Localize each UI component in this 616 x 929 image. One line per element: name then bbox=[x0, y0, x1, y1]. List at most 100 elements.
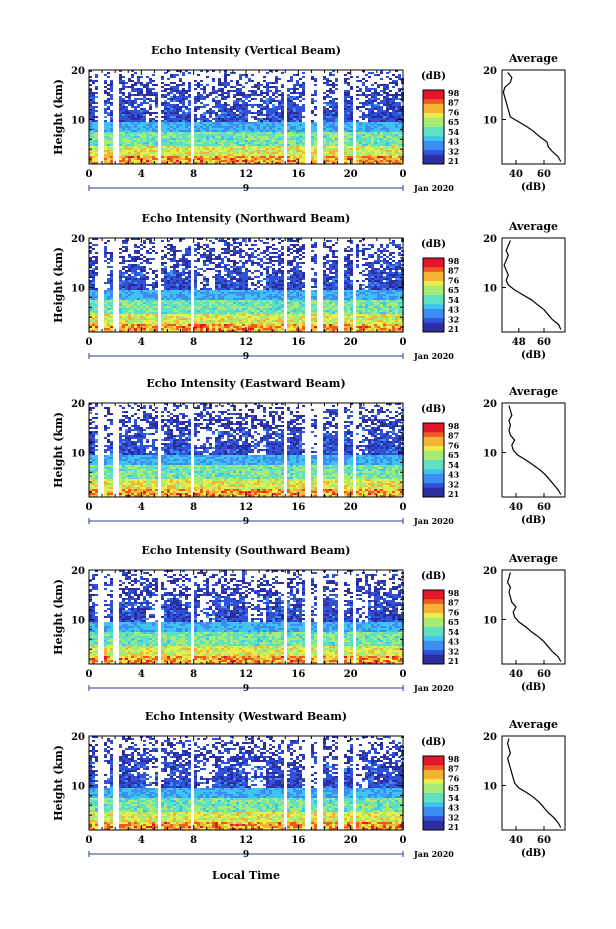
colorbar-swatch bbox=[423, 258, 444, 263]
colorbar-swatch bbox=[423, 277, 444, 282]
colorbar-swatch bbox=[423, 150, 444, 155]
colorbar-swatch bbox=[423, 300, 444, 305]
colorbar-tick-label: 76 bbox=[448, 440, 460, 450]
colorbar-swatch bbox=[423, 295, 444, 300]
x-tick-label: 16 bbox=[291, 169, 305, 180]
panel-1: Echo Intensity (Northward Beam) 20 10 Heigh… bbox=[52, 212, 565, 362]
colorbar-swatch bbox=[423, 775, 444, 780]
profile-y-tick-label: 20 bbox=[483, 234, 497, 245]
heatmap-cells bbox=[89, 570, 404, 664]
profile-y-tick-label: 10 bbox=[483, 283, 497, 294]
colorbar-swatch bbox=[423, 756, 444, 761]
x-tick-label: 20 bbox=[344, 835, 358, 846]
y-axis-label: Height (km) bbox=[52, 79, 65, 155]
colorbar-swatch bbox=[423, 318, 444, 323]
colorbar-swatch bbox=[423, 136, 444, 141]
colorbar-tick-label: 98 bbox=[448, 88, 460, 98]
x-tick-label: 12 bbox=[239, 337, 253, 348]
x-tick-label: 8 bbox=[190, 835, 197, 846]
colorbar-tick-label: 43 bbox=[448, 803, 460, 813]
colorbar-swatch bbox=[423, 655, 444, 660]
date-marker: 9 bbox=[243, 517, 249, 527]
colorbar-tick-label: 87 bbox=[448, 98, 459, 108]
colorbar-tick-label: 43 bbox=[448, 470, 460, 480]
colorbar-tick-label: 21 bbox=[448, 656, 459, 666]
colorbar-tick-label: 98 bbox=[448, 421, 460, 431]
colorbar-swatch bbox=[423, 155, 444, 160]
x-tick-label: 4 bbox=[138, 669, 145, 680]
heatmap-cells bbox=[89, 238, 404, 332]
colorbar-swatch bbox=[423, 451, 444, 456]
colorbar-swatch bbox=[423, 286, 444, 291]
colorbar-tick-label: 98 bbox=[448, 588, 460, 598]
colorbar-swatch bbox=[423, 590, 444, 595]
colorbar-unit: (dB) bbox=[421, 239, 446, 250]
profile-line bbox=[509, 406, 561, 495]
y-axis-label: Height (km) bbox=[52, 247, 65, 323]
colorbar-swatch bbox=[423, 314, 444, 319]
y-tick-label: 20 bbox=[71, 732, 85, 743]
colorbar-swatch bbox=[423, 469, 444, 474]
x-tick-label: 16 bbox=[291, 835, 305, 846]
date-marker: 9 bbox=[243, 184, 249, 194]
colorbar-swatch bbox=[423, 595, 444, 600]
colorbar-tick-label: 43 bbox=[448, 637, 460, 647]
profile-line bbox=[508, 739, 561, 828]
profile-y-tick-label: 20 bbox=[483, 732, 497, 743]
profile-line bbox=[508, 573, 561, 662]
panel-title: Echo Intensity (Southward Beam) bbox=[142, 544, 351, 557]
y-tick-label: 20 bbox=[71, 566, 85, 577]
date-marker: 9 bbox=[243, 850, 249, 860]
colorbar-swatch bbox=[423, 309, 444, 314]
colorbar-tick-label: 54 bbox=[448, 627, 460, 637]
x-tick-label: 8 bbox=[190, 169, 197, 180]
colorbar-tick-label: 43 bbox=[448, 137, 460, 147]
colorbar-tick-label: 87 bbox=[448, 266, 459, 276]
profile-x-tick-label: 60 bbox=[537, 835, 551, 846]
x-tick-label: 0 bbox=[400, 835, 407, 846]
colorbar-tick-label: 32 bbox=[448, 146, 459, 156]
x-tick-label: 16 bbox=[291, 669, 305, 680]
colorbar-swatch bbox=[423, 479, 444, 484]
profile-line bbox=[504, 241, 561, 330]
x-tick-label: 0 bbox=[86, 502, 93, 513]
x-tick-label: 20 bbox=[344, 337, 358, 348]
x-tick-label: 0 bbox=[400, 502, 407, 513]
panel-title: Echo Intensity (Westward Beam) bbox=[145, 710, 347, 723]
x-tick-label: 8 bbox=[190, 337, 197, 348]
colorbar-swatch bbox=[423, 765, 444, 770]
date-label: Jan 2020 bbox=[413, 683, 454, 693]
profile-title: Average bbox=[508, 220, 558, 233]
y-tick-label: 10 bbox=[71, 781, 85, 792]
heatmap-cells bbox=[89, 403, 404, 497]
colorbar-swatch bbox=[423, 267, 444, 272]
y-tick-label: 20 bbox=[71, 399, 85, 410]
colorbar-tick-label: 32 bbox=[448, 314, 459, 324]
colorbar-swatch bbox=[423, 488, 444, 493]
date-label: Jan 2020 bbox=[413, 351, 454, 361]
colorbar-swatch bbox=[423, 627, 444, 632]
colorbar-tick-label: 76 bbox=[448, 275, 460, 285]
profile-x-tick-label: 60 bbox=[537, 502, 551, 513]
x-tick-label: 8 bbox=[190, 502, 197, 513]
colorbar-tick-label: 54 bbox=[448, 460, 460, 470]
colorbar-tick-label: 32 bbox=[448, 479, 459, 489]
date-label: Jan 2020 bbox=[413, 183, 454, 193]
x-tick-label: 0 bbox=[400, 169, 407, 180]
profile-x-tick-label: 40 bbox=[509, 669, 523, 680]
y-tick-label: 20 bbox=[71, 234, 85, 245]
panel-title: Echo Intensity (Northward Beam) bbox=[142, 212, 351, 225]
x-tick-label: 16 bbox=[291, 337, 305, 348]
profile-x-tick-label: 40 bbox=[509, 835, 523, 846]
x-tick-label: 20 bbox=[344, 169, 358, 180]
y-tick-label: 10 bbox=[71, 115, 85, 126]
panel-2: Echo Intensity (Eastward Beam)2010Height… bbox=[52, 377, 565, 527]
heatmap-cells bbox=[89, 70, 404, 164]
panel-4: Echo Intensity (Westward Beam)2010Height… bbox=[52, 710, 565, 860]
colorbar-swatch bbox=[423, 437, 444, 442]
profile-frame bbox=[502, 736, 565, 830]
colorbar-tick-label: 21 bbox=[448, 156, 459, 166]
colorbar-swatch bbox=[423, 604, 444, 609]
